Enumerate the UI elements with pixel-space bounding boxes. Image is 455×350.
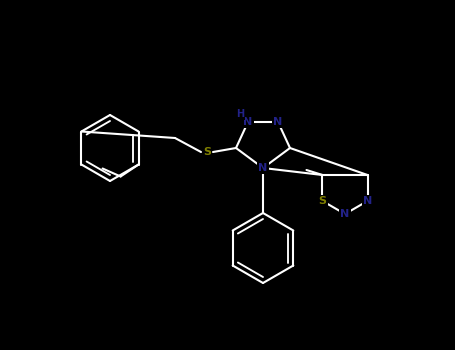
Text: N: N [243, 117, 253, 127]
Text: N: N [273, 117, 283, 127]
Text: S: S [318, 196, 327, 206]
Text: H: H [236, 109, 244, 119]
Text: N: N [363, 196, 372, 206]
Text: N: N [340, 209, 349, 219]
Text: N: N [258, 163, 268, 173]
Text: S: S [203, 147, 211, 157]
